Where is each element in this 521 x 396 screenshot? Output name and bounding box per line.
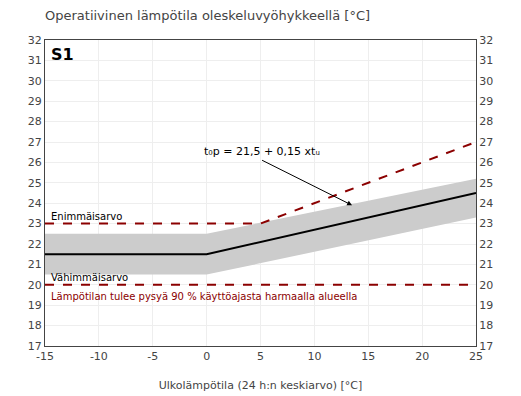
svg-text:-15: -15 (36, 350, 54, 363)
svg-text:20: 20 (415, 350, 429, 363)
svg-text:25: 25 (28, 177, 42, 190)
svg-text:29: 29 (28, 95, 42, 108)
svg-text:31: 31 (479, 54, 493, 67)
svg-text:0: 0 (203, 350, 210, 363)
svg-text:17: 17 (28, 340, 42, 353)
svg-text:30: 30 (479, 75, 493, 88)
svg-text:28: 28 (28, 115, 42, 128)
svg-text:19: 19 (479, 299, 493, 312)
svg-text:25: 25 (469, 350, 483, 363)
svg-text:23: 23 (28, 217, 42, 230)
svg-text:-5: -5 (147, 350, 158, 363)
svg-text:24: 24 (28, 197, 42, 210)
svg-text:32: 32 (479, 34, 493, 47)
svg-text:18: 18 (28, 319, 42, 332)
svg-text:24: 24 (479, 197, 493, 210)
svg-text:19: 19 (28, 299, 42, 312)
svg-text:20: 20 (28, 279, 42, 292)
svg-text:Ulkolämpötila (24 h:n keskiarv: Ulkolämpötila (24 h:n keskiarvo) [°C] (159, 379, 363, 392)
svg-text:23: 23 (479, 217, 493, 230)
svg-text:22: 22 (479, 238, 493, 251)
svg-text:21: 21 (479, 258, 493, 271)
svg-text:27: 27 (28, 136, 42, 149)
svg-text:10: 10 (307, 350, 321, 363)
svg-text:27: 27 (479, 136, 493, 149)
svg-text:25: 25 (479, 177, 493, 190)
svg-text:28: 28 (479, 115, 493, 128)
svg-text:29: 29 (479, 95, 493, 108)
svg-text:15: 15 (361, 350, 375, 363)
svg-text:5: 5 (257, 350, 264, 363)
svg-text:26: 26 (28, 156, 42, 169)
svg-text:32: 32 (28, 34, 42, 47)
svg-text:S1: S1 (51, 45, 74, 64)
svg-text:Enimmäisarvo: Enimmäisarvo (51, 211, 122, 222)
svg-text:-10: -10 (90, 350, 108, 363)
svg-text:18: 18 (479, 319, 493, 332)
svg-text:17: 17 (479, 340, 493, 353)
svg-text:20: 20 (479, 279, 493, 292)
svg-text:Vähimmäisarvo: Vähimmäisarvo (51, 272, 128, 283)
svg-text:22: 22 (28, 238, 42, 251)
svg-text:31: 31 (28, 54, 42, 67)
svg-text:26: 26 (479, 156, 493, 169)
svg-text:21: 21 (28, 258, 42, 271)
svg-text:Lämpötilan tulee pysyä 90 % kä: Lämpötilan tulee pysyä 90 % käyttöajasta… (51, 291, 357, 302)
svg-text:t₀p = 21,5 + 0,15 xtᵤ: t₀p = 21,5 + 0,15 xtᵤ (204, 145, 320, 158)
svg-text:Operatiivinen lämpötila oleske: Operatiivinen lämpötila oleskeluvyöhykke… (45, 8, 370, 23)
svg-text:30: 30 (28, 75, 42, 88)
